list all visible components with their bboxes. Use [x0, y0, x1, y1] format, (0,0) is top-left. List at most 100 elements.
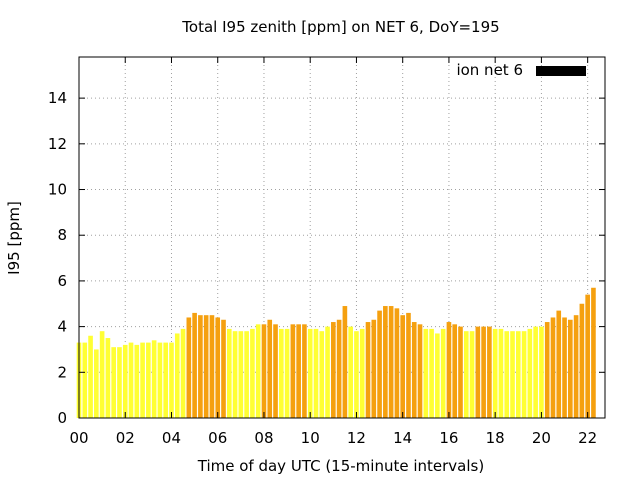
x-tick-label: 22	[578, 429, 597, 447]
bar	[250, 328, 255, 418]
ticks	[78, 57, 605, 419]
bar	[244, 331, 249, 418]
bar	[377, 310, 382, 418]
bar	[157, 342, 163, 418]
bar	[336, 319, 342, 418]
bar	[492, 328, 498, 418]
bar	[238, 331, 244, 418]
bar	[99, 331, 105, 418]
y-tick-label: 6	[57, 272, 67, 290]
x-tick-label: 18	[486, 429, 505, 447]
bar	[192, 312, 197, 418]
bar	[302, 324, 307, 418]
bar	[365, 322, 371, 418]
bar	[371, 319, 377, 418]
bar	[435, 333, 440, 418]
bar	[82, 342, 88, 418]
bar	[573, 315, 579, 418]
bar	[469, 331, 475, 418]
bar	[440, 328, 446, 418]
bar	[446, 322, 452, 418]
bar	[290, 324, 296, 418]
bar	[313, 328, 319, 418]
bar	[232, 331, 238, 418]
bar	[429, 328, 434, 418]
bar	[296, 324, 301, 418]
bar	[539, 326, 544, 418]
bar	[504, 331, 510, 418]
bar	[568, 319, 573, 418]
chart-title: Total I95 zenith [ppm] on NET 6, DoY=195	[181, 18, 499, 36]
bar	[209, 315, 215, 418]
bar	[521, 331, 527, 418]
bar	[411, 322, 417, 418]
bar	[261, 324, 267, 418]
bar	[354, 331, 359, 418]
x-tick-label: 20	[532, 429, 551, 447]
bar	[122, 344, 128, 418]
bar	[255, 324, 261, 418]
y-tick-labels: 0 2 4 6 8 10 12 14	[48, 89, 67, 427]
bar	[111, 347, 116, 418]
legend-swatch	[536, 66, 586, 76]
x-tick-label: 00	[69, 429, 88, 447]
y-tick-label: 10	[48, 181, 67, 199]
bar	[134, 344, 140, 418]
y-axis-label: I95 [ppm]	[5, 201, 23, 275]
bar	[319, 331, 325, 418]
x-tick-label: 10	[301, 429, 320, 447]
x-tick-label: 16	[439, 429, 458, 447]
bar	[544, 322, 550, 418]
bar	[273, 324, 278, 418]
bar	[487, 326, 492, 418]
x-axis-label: Time of day UTC (15-minute intervals)	[197, 457, 484, 475]
bar	[481, 326, 486, 418]
bar	[151, 340, 157, 418]
bar	[359, 328, 365, 418]
bar	[510, 331, 515, 418]
bar	[174, 333, 180, 418]
bar	[562, 317, 567, 418]
bar	[331, 322, 336, 418]
bar	[203, 315, 209, 418]
legend-label: ion net 6	[456, 61, 523, 79]
bar	[550, 317, 556, 418]
plot-frame	[78, 56, 606, 419]
y-tick-label: 0	[57, 409, 67, 427]
y-tick-label: 12	[48, 135, 67, 153]
bar	[198, 315, 203, 418]
bar	[186, 317, 192, 418]
bar	[527, 328, 533, 418]
x-tick-label: 08	[254, 429, 273, 447]
bar	[342, 306, 348, 418]
bar	[221, 319, 226, 418]
x-tick-label: 02	[116, 429, 135, 447]
bar	[585, 294, 590, 418]
x-tick-label: 12	[347, 429, 366, 447]
y-tick-label: 8	[57, 226, 67, 244]
bar	[226, 328, 232, 418]
bar	[400, 315, 406, 418]
bar	[452, 324, 458, 418]
bar	[515, 331, 521, 418]
x-tick-labels: 00 02 04 06 08 10 12 14 16 18 20 22	[69, 429, 597, 447]
bar	[215, 317, 221, 418]
legend: ion net 6	[456, 61, 586, 79]
bar	[383, 306, 388, 418]
bar	[388, 306, 394, 418]
bar	[423, 328, 429, 418]
bar	[579, 303, 585, 418]
bar	[417, 324, 423, 418]
bar	[463, 331, 469, 418]
y-tick-label: 4	[57, 318, 67, 336]
y-tick-label: 14	[48, 89, 67, 107]
bar	[88, 335, 93, 418]
bar	[140, 342, 145, 418]
bar	[556, 310, 562, 418]
bar	[278, 328, 284, 418]
bar	[284, 328, 290, 418]
bar	[128, 342, 134, 418]
bar	[117, 347, 122, 418]
bar	[180, 328, 186, 418]
